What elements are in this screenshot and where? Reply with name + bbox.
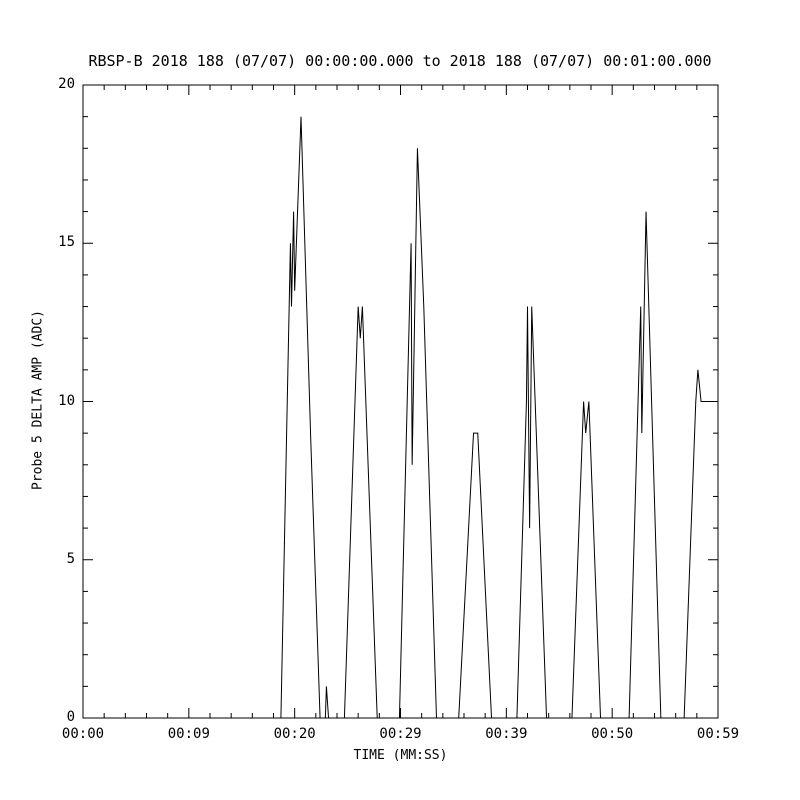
axis-box bbox=[82, 84, 719, 719]
x-tick-label: 00:50 bbox=[591, 726, 634, 742]
plot-title: RBSP-B 2018 188 (07/07) 00:00:00.000 to … bbox=[88, 52, 712, 70]
x-tick-label: 00:09 bbox=[167, 726, 210, 742]
data-series-line bbox=[83, 116, 718, 719]
x-axis-label: TIME (MM:SS) bbox=[353, 748, 448, 763]
x-tick-label: 00:39 bbox=[485, 726, 528, 742]
y-tick-label: 10 bbox=[58, 392, 75, 409]
y-tick-label: 20 bbox=[58, 76, 75, 92]
x-tick-label: 00:00 bbox=[61, 726, 105, 742]
y-tick-label: 5 bbox=[66, 550, 75, 567]
x-tick-label: 00:59 bbox=[696, 726, 740, 742]
y-tick-label: 15 bbox=[58, 234, 75, 251]
x-tick-label: 00:20 bbox=[273, 726, 316, 742]
x-tick-label: 00:29 bbox=[379, 726, 422, 742]
y-tick-label: 0 bbox=[66, 709, 75, 725]
